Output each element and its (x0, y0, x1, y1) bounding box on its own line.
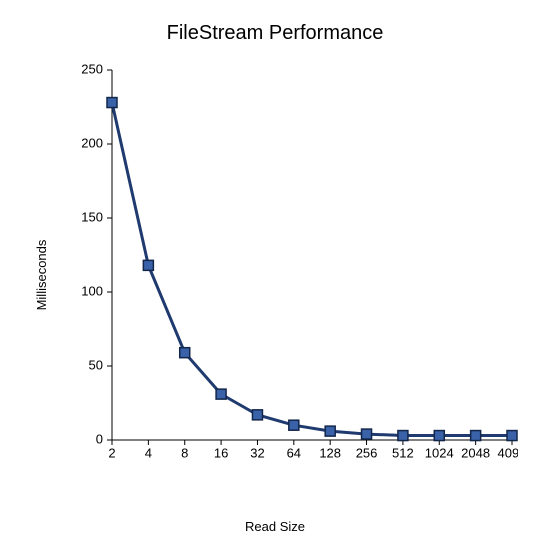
svg-text:512: 512 (392, 446, 414, 461)
svg-text:8: 8 (181, 446, 188, 461)
svg-text:4096: 4096 (498, 446, 518, 461)
y-axis-label: Milliseconds (34, 240, 49, 311)
svg-text:64: 64 (287, 446, 301, 461)
svg-text:200: 200 (81, 135, 103, 150)
svg-text:2048: 2048 (461, 446, 490, 461)
x-axis-label: Read Size (0, 519, 550, 534)
svg-text:1024: 1024 (425, 446, 454, 461)
svg-text:50: 50 (89, 357, 103, 372)
svg-text:0: 0 (96, 431, 103, 446)
chart-title: FileStream Performance (0, 22, 550, 45)
plot-area: 0 50 100 150 200 250 2 4 8 16 32 64 128 256 512 1024 204… (78, 60, 518, 470)
svg-text:128: 128 (319, 446, 341, 461)
svg-text:150: 150 (81, 209, 103, 224)
svg-text:32: 32 (250, 446, 264, 461)
svg-text:4: 4 (145, 446, 152, 461)
chart-container: FileStream Performance Milliseconds Read… (0, 0, 550, 550)
svg-text:100: 100 (81, 283, 103, 298)
svg-text:250: 250 (81, 61, 103, 76)
svg-text:256: 256 (356, 446, 378, 461)
svg-text:16: 16 (214, 446, 228, 461)
svg-text:2: 2 (108, 446, 115, 461)
